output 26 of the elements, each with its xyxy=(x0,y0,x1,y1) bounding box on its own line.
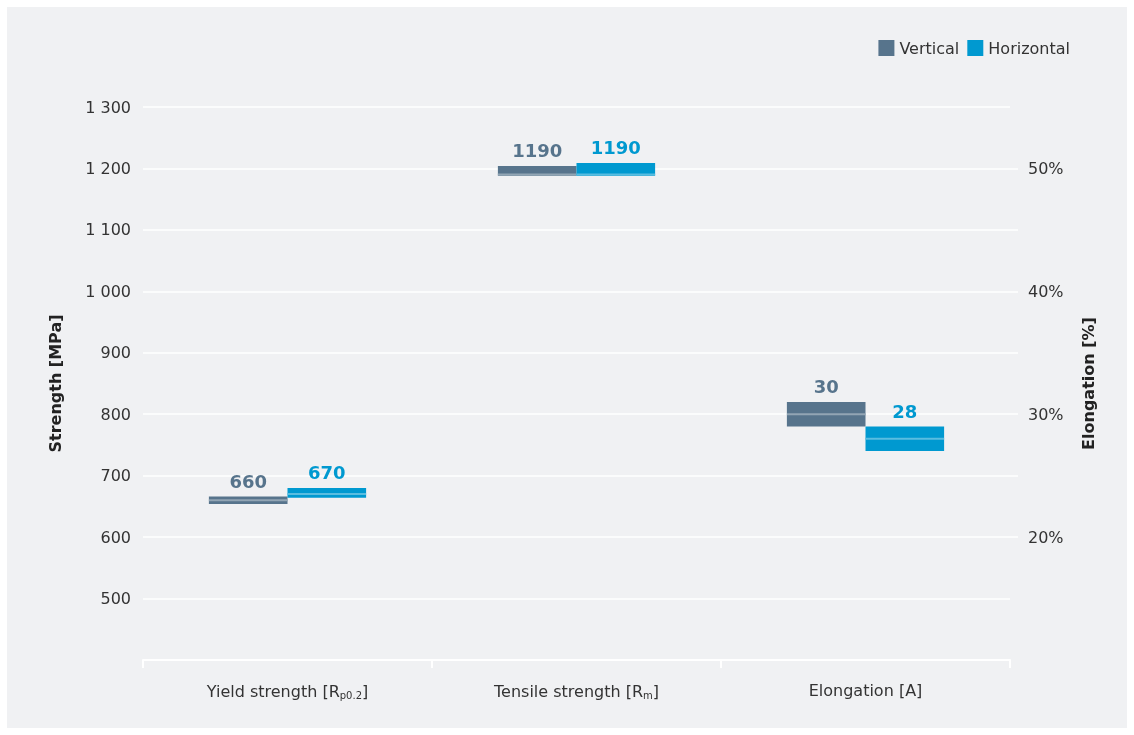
y-tick-label: 700 xyxy=(100,466,131,486)
y-tick-label: 500 xyxy=(100,589,131,609)
text: 670 xyxy=(308,462,346,484)
y2-tick-label: 20% xyxy=(1028,527,1064,547)
y2-tick-label: 30% xyxy=(1028,404,1064,424)
text: 1190 xyxy=(590,137,641,159)
legend-label: Vertical xyxy=(899,38,960,58)
text: 660 xyxy=(229,471,267,493)
text: 30 xyxy=(813,376,839,398)
text: 1190 xyxy=(512,140,563,162)
y2-tick-label: 40% xyxy=(1028,281,1064,301)
x-tick-label: Tensile strength [Rm] xyxy=(492,681,660,701)
text: 28 xyxy=(892,401,918,423)
y-tick-label: 1 000 xyxy=(85,281,131,301)
y-tick-label: 1 100 xyxy=(85,220,131,240)
x-tick-label: Yield strength [Rp0.2] xyxy=(205,681,369,701)
y-tick-label: 600 xyxy=(100,527,131,547)
y-tick-label: 1 200 xyxy=(85,158,131,178)
y2-tick-label: 50% xyxy=(1028,158,1064,178)
legend-label: Horizontal xyxy=(988,38,1071,58)
x-tick-label: Elongation [A] xyxy=(808,680,923,700)
y-tick-label: 900 xyxy=(100,343,131,363)
y-tick-label: 1 300 xyxy=(85,97,131,117)
y-axis-title: Strength [MPa] xyxy=(45,314,65,453)
y2-axis-title: Elongation [%] xyxy=(1078,317,1098,450)
y-tick-label: 800 xyxy=(100,404,131,424)
